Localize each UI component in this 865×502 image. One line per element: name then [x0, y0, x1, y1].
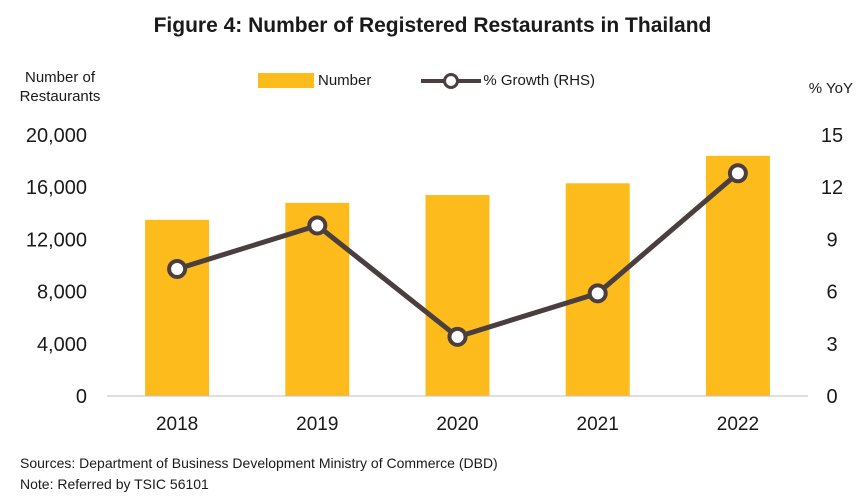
y-left-tick-label: 0 — [76, 386, 87, 408]
note-text: Note: Referred by TSIC 56101 — [20, 476, 209, 492]
y-right-tick-label: 12 — [821, 177, 843, 199]
y-left-tick-label: 20,000 — [26, 125, 87, 147]
x-tick-label: 2018 — [156, 414, 198, 435]
y-left-tick-label: 16,000 — [26, 177, 87, 199]
x-tick-label: 2021 — [577, 414, 619, 435]
source-text: Sources: Department of Business Developm… — [20, 455, 498, 471]
bar — [425, 195, 490, 396]
y-left-tick-label: 4,000 — [37, 334, 87, 356]
bar — [705, 155, 770, 396]
growth-point — [307, 215, 328, 236]
y-right-tick-label: 9 — [826, 229, 837, 251]
legend-line-label: % Growth (RHS) — [483, 72, 596, 89]
x-tick-label: 2020 — [436, 414, 478, 435]
y-right-tick-label: 15 — [821, 125, 843, 147]
y-axis-right-label: % YoY — [808, 80, 853, 97]
y-left-tick-label: 8,000 — [37, 282, 87, 304]
y-right-tick-label: 3 — [826, 334, 837, 356]
y-left-tick-label: 12,000 — [26, 229, 87, 251]
legend-bar-label: Number — [318, 72, 372, 89]
x-tick-label: 2019 — [296, 414, 338, 435]
y-axis-left-label: Number of Restaurants — [19, 69, 101, 105]
source-notes: Sources: Department of Business Developm… — [20, 453, 498, 495]
bar — [145, 219, 210, 396]
x-tick-label: 2022 — [717, 414, 759, 435]
y-right-tick-label: 6 — [826, 282, 837, 304]
growth-point — [727, 163, 748, 184]
growth-point — [587, 283, 608, 304]
growth-point — [167, 258, 188, 279]
legend-line-swatch — [421, 72, 482, 89]
y-right-tick-label: 0 — [826, 386, 837, 408]
growth-point — [447, 326, 468, 347]
chart-title: Figure 4: Number of Registered Restauran… — [153, 14, 712, 37]
legend-bar-swatch — [258, 73, 314, 88]
legend: Number % Growth (RHS) — [258, 72, 595, 89]
